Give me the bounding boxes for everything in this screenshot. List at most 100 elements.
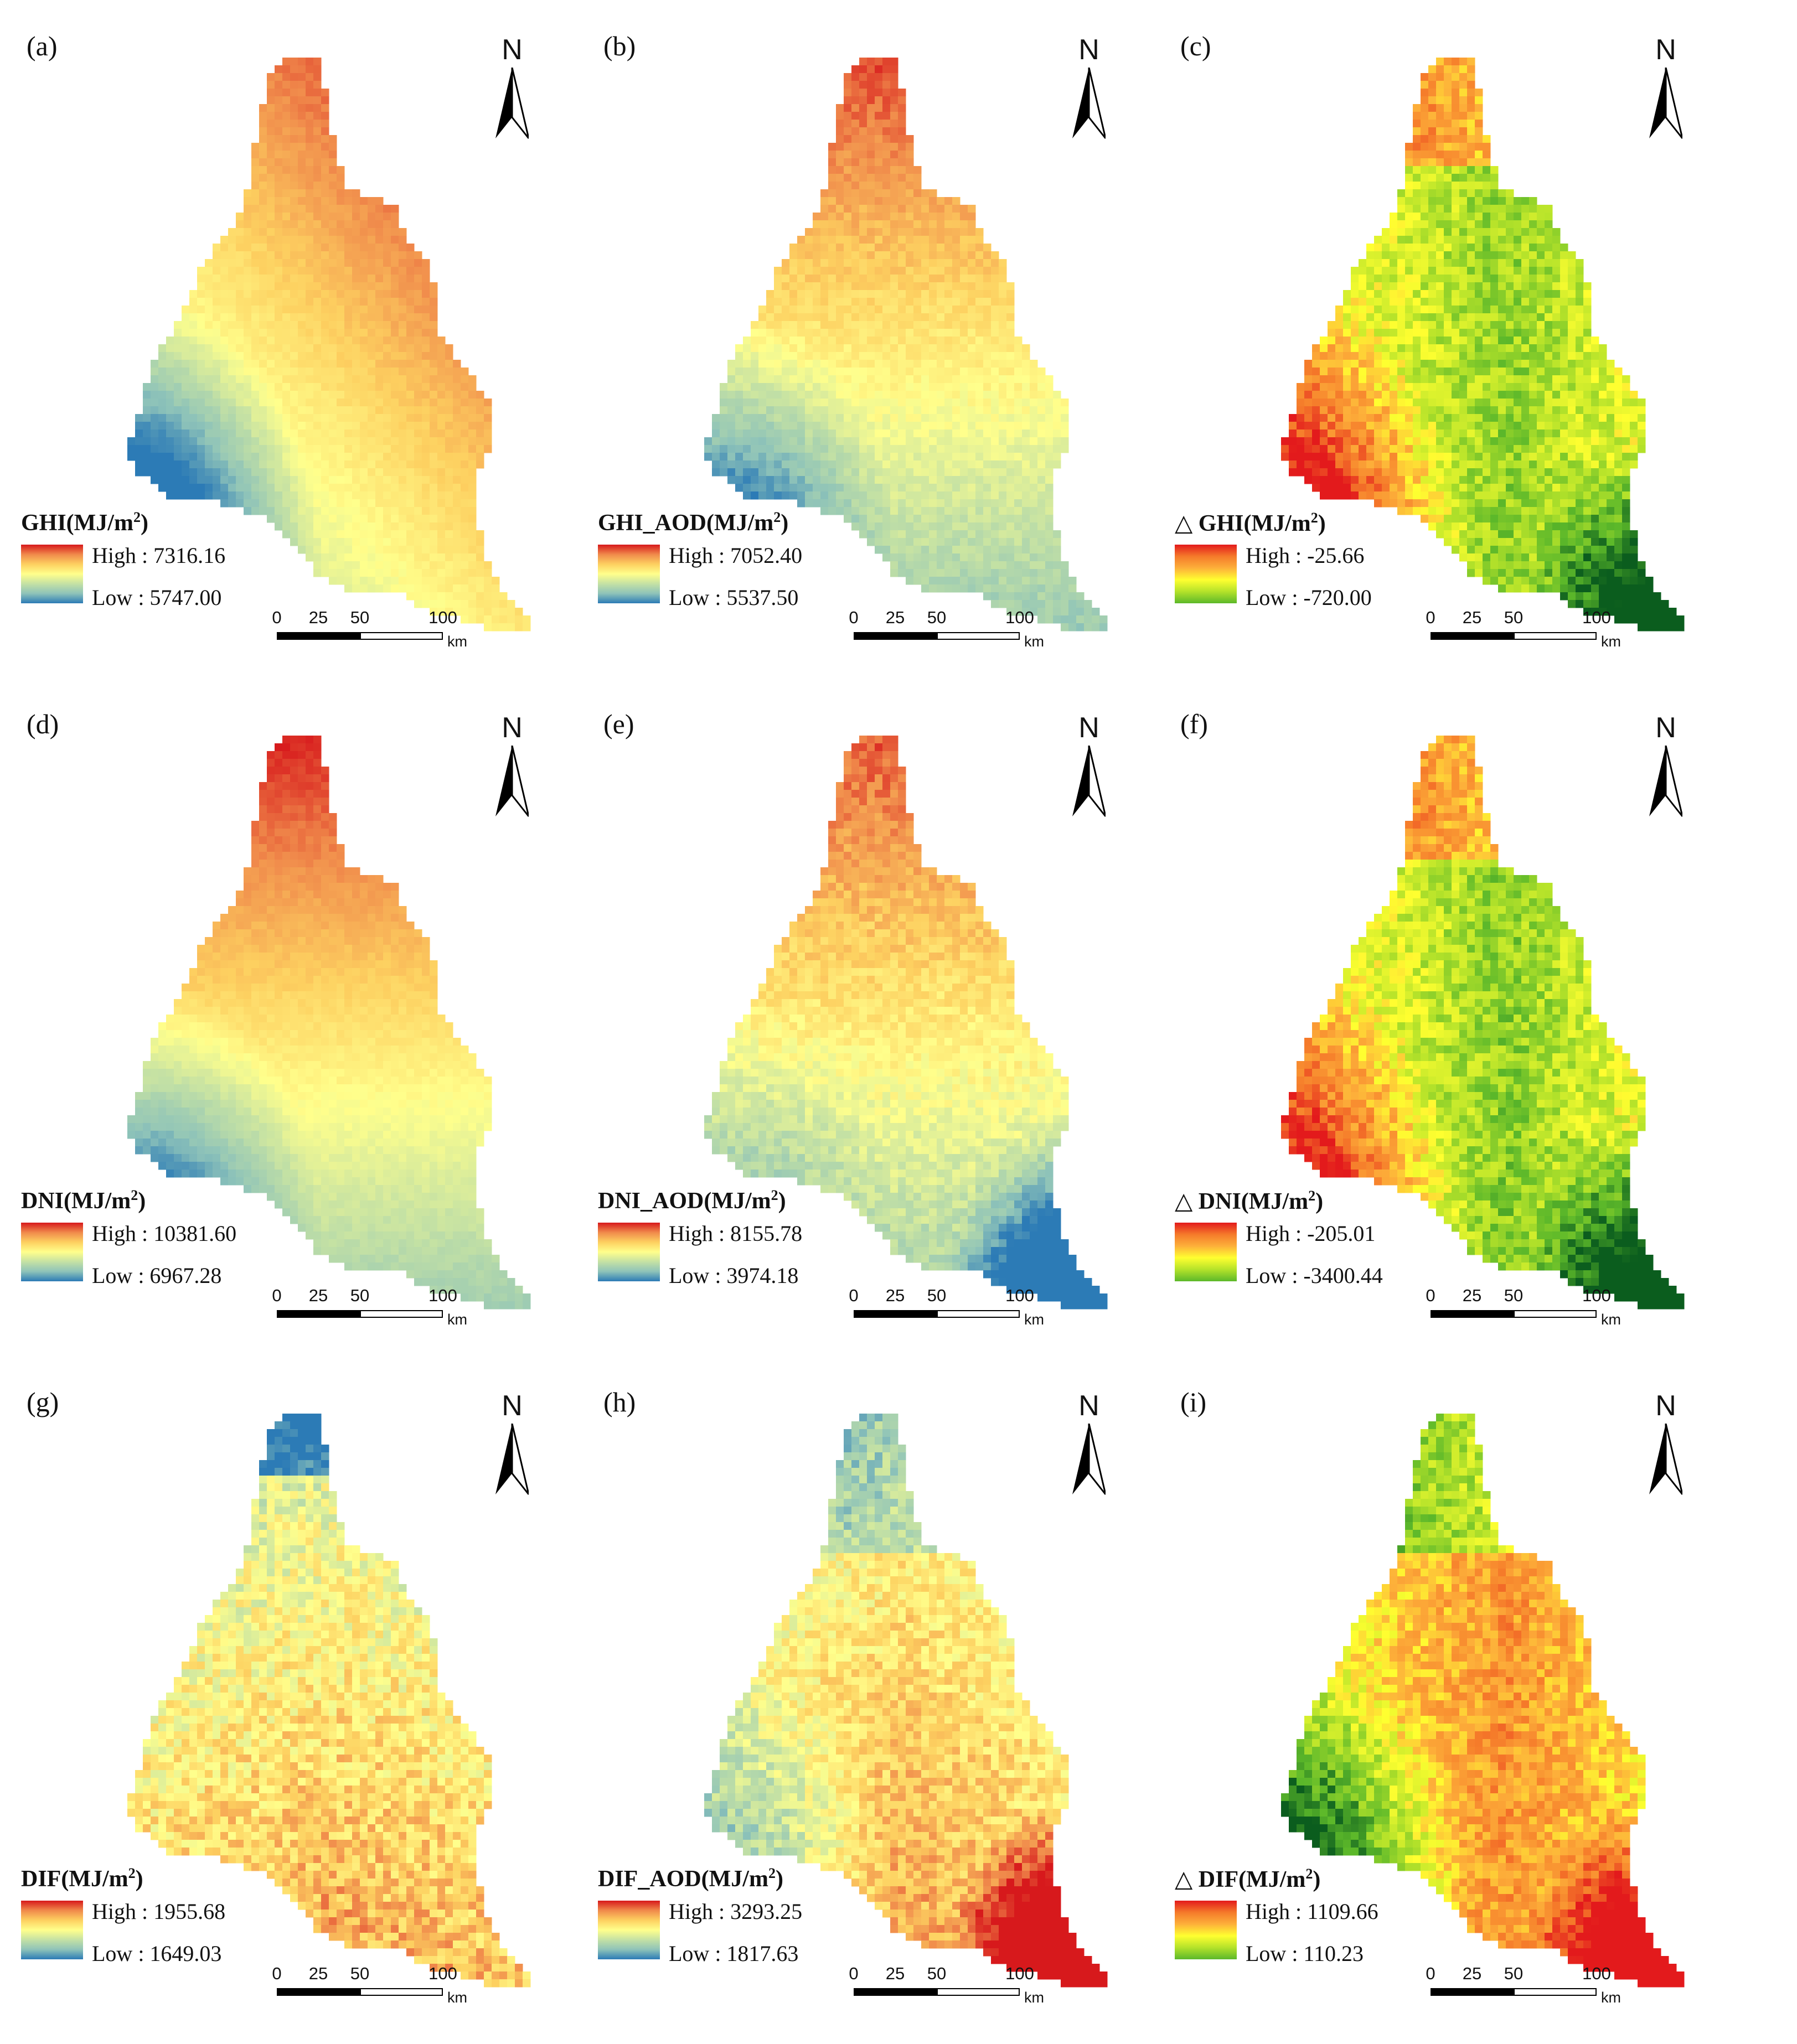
scale-bar-black [1431, 1310, 1514, 1318]
legend-high-label: High : 1955.68 [92, 1899, 226, 1924]
scale-bar: 0 25 50 100 km [1425, 608, 1669, 663]
scale-bar-black [854, 632, 937, 640]
scale-tick-25: 25 [885, 1964, 905, 1983]
north-arrow: N [1641, 1389, 1691, 1500]
north-arrow: N [1064, 1389, 1114, 1500]
legend-title-exponent: 2 [1305, 1866, 1313, 1882]
legend-title-exponent: 2 [131, 1187, 138, 1203]
legend-low-label: Low : 5747.00 [92, 585, 222, 610]
legend-color-ramp [21, 1901, 83, 1959]
legend-color-ramp [598, 545, 660, 603]
legend-title-exponent: 2 [1308, 1188, 1316, 1204]
scale-tick-0: 0 [272, 1286, 282, 1305]
scale-unit: km [1024, 1989, 1044, 2006]
scale-bar: 0 25 50 100 km [271, 1964, 515, 2019]
legend-high-label: High : 8155.78 [669, 1221, 803, 1246]
scale-tick-25: 25 [1462, 608, 1482, 627]
scale-bar-white [1514, 1310, 1597, 1318]
legend-title-exponent: 2 [771, 1187, 778, 1203]
legend: DIF_AOD(MJ/m2) High : 3293.25 Low : 1817… [598, 1865, 908, 2004]
legend-low-label: Low : 1649.03 [92, 1941, 222, 1966]
scale-bar-black [277, 632, 360, 640]
legend-low-label: Low : 3974.18 [669, 1263, 799, 1288]
north-arrow: N [1064, 33, 1114, 144]
scale-tick-50: 50 [1504, 608, 1524, 627]
map-panel-g: (g) N DIF(MJ/m2) High : 1955.68 Low : 16… [11, 1367, 587, 2020]
legend: GHI(MJ/m2) High : 7316.16 Low : 5747.00 [21, 509, 331, 648]
legend-color-ramp [21, 1223, 83, 1281]
scale-tick-0: 0 [849, 1964, 859, 1983]
scale-tick-25: 25 [885, 608, 905, 627]
legend: DNI(MJ/m2) High : 10381.60 Low : 6967.28 [21, 1187, 331, 1326]
map-panel-a: (a) N GHI(MJ/m2) High : 7316.16 Low : 57… [11, 11, 587, 664]
scale-tick-25: 25 [308, 1286, 328, 1305]
legend-title-text: DIF(MJ/m [21, 1866, 128, 1892]
north-arrow: N [487, 33, 537, 144]
scale-unit: km [447, 1311, 467, 1328]
map-panel-h: (h) N DIF_AOD(MJ/m2) High : 3293.25 Low … [588, 1367, 1164, 2020]
north-letter: N [1078, 1390, 1099, 1422]
raster-map [1281, 736, 1685, 1310]
scale-unit: km [447, 1989, 467, 2006]
legend-title-text: DNI_AOD(MJ/m [598, 1188, 771, 1214]
scale-tick-25: 25 [308, 1964, 328, 1983]
scale-tick-100: 100 [1005, 1964, 1034, 1983]
raster-map [1281, 1414, 1685, 1988]
scale-tick-50: 50 [350, 608, 370, 627]
legend-title: GHI(MJ/m2) [21, 509, 148, 536]
panel-letter: (g) [27, 1386, 59, 1417]
map-panel-i: (i) N △ DIF(MJ/m2) High : 1109.66 Low : … [1165, 1367, 1741, 2020]
scale-tick-50: 50 [1504, 1964, 1524, 1983]
scale-bar-black [854, 1310, 937, 1318]
map-panel-b: (b) N GHI_AOD(MJ/m2) High : 7052.40 Low … [588, 11, 1164, 664]
legend-color-ramp [21, 545, 83, 603]
north-arrow-icon [495, 1424, 529, 1495]
legend-title-close: ) [1313, 1867, 1321, 1892]
legend-color-ramp [598, 1901, 660, 1959]
scale-bar-black [1431, 1988, 1514, 1996]
scale-tick-50: 50 [1504, 1286, 1524, 1305]
legend-title: DIF(MJ/m2) [21, 1865, 143, 1892]
north-arrow-icon [495, 68, 529, 139]
north-arrow: N [487, 1389, 537, 1500]
scale-tick-0: 0 [849, 608, 859, 627]
scale-tick-100: 100 [428, 1286, 457, 1305]
legend-title-text: DIF_AOD(MJ/m [598, 1866, 768, 1892]
legend-title: DNI(MJ/m2) [21, 1187, 146, 1214]
legend-low-label: Low : -720.00 [1246, 585, 1372, 610]
map-panel-f: (f) N △ DNI(MJ/m2) High : -205.01 Low : … [1165, 689, 1741, 1342]
raster-map [127, 1414, 531, 1988]
legend-title-close: ) [1318, 511, 1326, 536]
legend-title: GHI_AOD(MJ/m2) [598, 509, 788, 536]
legend-high-label: High : 10381.60 [92, 1221, 237, 1246]
legend: △ DNI(MJ/m2) High : -205.01 Low : -3400.… [1175, 1187, 1485, 1326]
legend: △ GHI(MJ/m2) High : -25.66 Low : -720.00 [1175, 509, 1485, 648]
panel-letter: (b) [603, 30, 636, 61]
north-arrow-icon [1649, 1424, 1682, 1495]
raster-map [704, 58, 1108, 632]
raster-map [1281, 58, 1685, 632]
scale-bar: 0 25 50 100 km [1425, 1286, 1669, 1341]
north-arrow: N [487, 711, 537, 822]
legend-title: △ DNI(MJ/m2) [1175, 1187, 1323, 1215]
legend-title: DIF_AOD(MJ/m2) [598, 1865, 783, 1892]
legend-high-label: High : 3293.25 [669, 1899, 803, 1924]
scale-unit: km [1024, 633, 1044, 650]
legend-color-ramp [1175, 1901, 1237, 1959]
legend-title-close: ) [140, 510, 148, 536]
panel-letter: (i) [1180, 1386, 1207, 1417]
panel-letter: (c) [1180, 30, 1211, 61]
scale-bar-black [277, 1310, 360, 1318]
scale-tick-25: 25 [1462, 1286, 1482, 1305]
scale-tick-25: 25 [1462, 1964, 1482, 1983]
legend-color-ramp [1175, 1223, 1237, 1281]
scale-unit: km [447, 633, 467, 650]
scale-tick-50: 50 [350, 1286, 370, 1305]
legend-title-close: ) [778, 1188, 786, 1214]
scale-bar-black [277, 1988, 360, 1996]
legend-low-label: Low : 5537.50 [669, 585, 799, 610]
legend-high-label: High : 7316.16 [92, 543, 226, 568]
scale-tick-100: 100 [428, 1964, 457, 1983]
scale-bar-white [1514, 1988, 1597, 1996]
